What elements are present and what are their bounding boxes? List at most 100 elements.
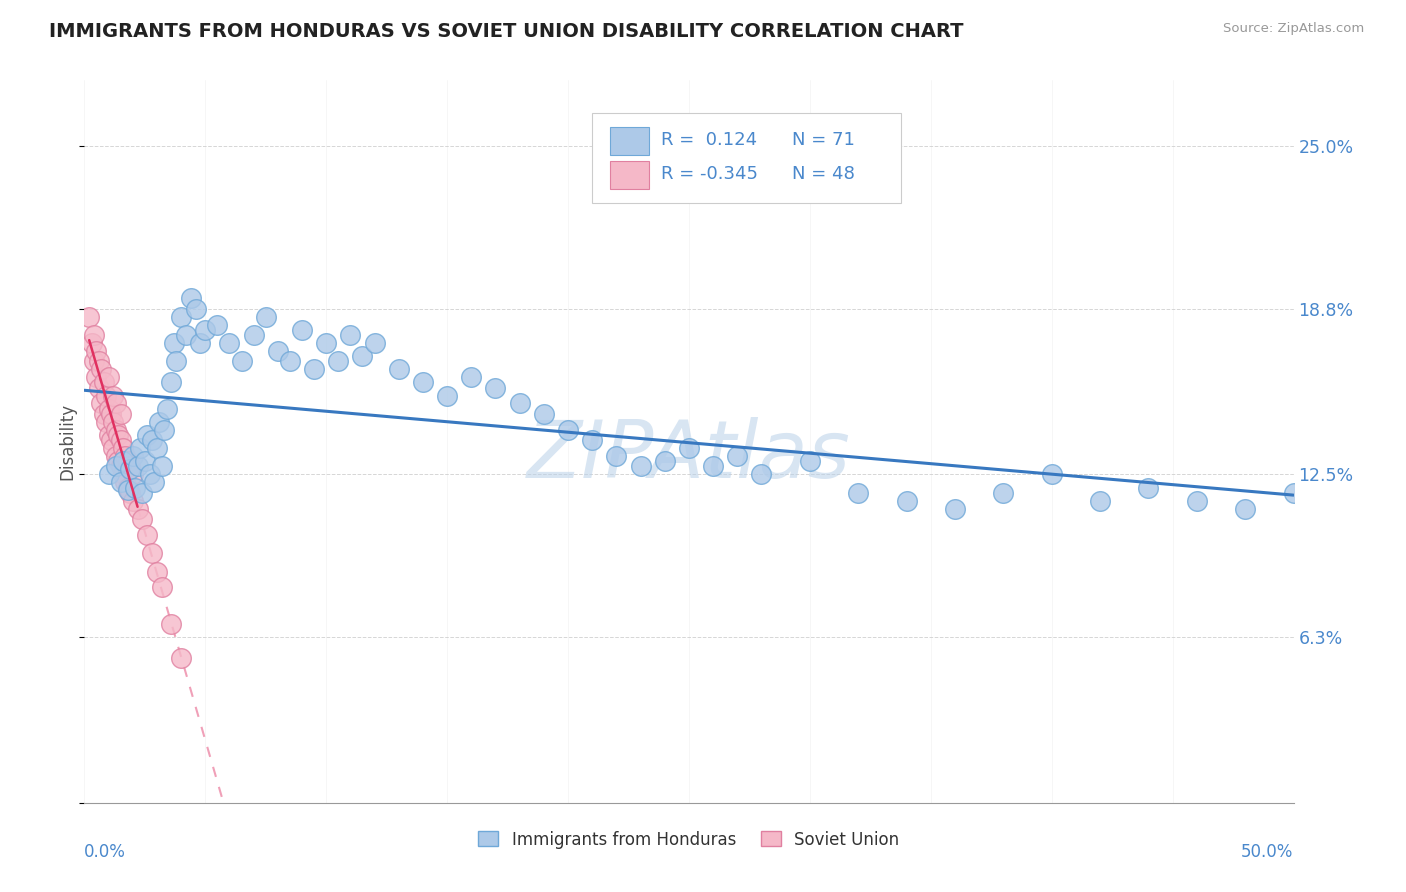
Point (412, 376, 434, 390)
Point (93, 376, 115, 390)
Point (267, 343, 290, 358)
Point (80, 336, 103, 351)
Point (121, 493, 143, 508)
Point (110, 434, 132, 448)
Point (846, 485, 869, 500)
Point (194, 323, 217, 337)
Point (254, 310, 277, 324)
Point (150, 459, 173, 474)
Point (134, 454, 156, 468)
Point (112, 454, 135, 468)
FancyBboxPatch shape (592, 112, 901, 203)
Point (107, 428, 129, 442)
Point (103, 441, 125, 455)
Point (131, 485, 153, 500)
Point (155, 401, 177, 416)
Point (231, 354, 253, 368)
Point (1185, 493, 1208, 508)
Point (138, 467, 160, 482)
Point (993, 485, 1015, 500)
Y-axis label: Disability: Disability (59, 403, 77, 480)
Point (242, 328, 264, 343)
Point (799, 454, 821, 468)
Point (328, 354, 350, 368)
Point (581, 434, 603, 448)
Point (218, 336, 240, 351)
Point (302, 362, 325, 376)
Point (120, 485, 142, 500)
Point (86, 343, 108, 358)
Point (141, 434, 163, 448)
Text: IMMIGRANTS FROM HONDURAS VS SOVIET UNION DISABILITY CORRELATION CHART: IMMIGRANTS FROM HONDURAS VS SOVIET UNION… (49, 22, 963, 41)
Point (120, 459, 142, 474)
Point (136, 528, 159, 542)
Point (207, 318, 229, 332)
Point (557, 423, 579, 437)
Bar (610, 161, 650, 189)
Point (110, 475, 132, 490)
Point (896, 493, 918, 508)
Point (339, 328, 361, 343)
Point (97, 401, 120, 416)
Point (104, 423, 127, 437)
Point (114, 449, 136, 463)
Point (104, 396, 127, 410)
Point (117, 454, 139, 468)
Point (90, 362, 112, 376)
Text: R =  0.124: R = 0.124 (661, 131, 758, 149)
Point (943, 501, 966, 516)
Point (190, 336, 212, 351)
Point (630, 459, 652, 474)
Point (121, 467, 143, 482)
Point (104, 459, 127, 474)
Point (146, 565, 169, 579)
Point (86, 370, 108, 384)
Point (352, 349, 374, 363)
Point (110, 407, 132, 421)
Point (163, 336, 186, 351)
Point (605, 449, 627, 463)
Point (170, 310, 193, 324)
Point (114, 475, 136, 490)
Point (1088, 493, 1111, 508)
Point (291, 323, 314, 337)
Point (509, 396, 531, 410)
Point (83, 354, 105, 368)
Point (127, 501, 149, 516)
Point (153, 423, 176, 437)
Point (124, 481, 146, 495)
Bar (610, 128, 650, 154)
Point (533, 407, 555, 421)
Text: N = 48: N = 48 (792, 165, 855, 183)
Point (129, 441, 152, 455)
Point (460, 370, 482, 384)
Point (83, 328, 105, 343)
Point (388, 362, 411, 376)
Point (100, 434, 122, 448)
Point (87, 381, 110, 395)
Point (107, 454, 129, 468)
Point (97, 467, 120, 482)
Point (160, 376, 183, 390)
Point (90, 396, 112, 410)
Point (110, 459, 132, 474)
Text: 0.0%: 0.0% (84, 843, 127, 861)
Point (94, 415, 117, 429)
Point (1137, 481, 1160, 495)
Point (143, 475, 166, 490)
Point (278, 354, 301, 368)
Point (1282, 485, 1305, 500)
Point (117, 483, 139, 497)
Point (184, 301, 207, 316)
Point (97, 370, 120, 384)
Point (146, 441, 169, 455)
Point (120, 462, 142, 476)
Point (103, 415, 125, 429)
Point (112, 467, 135, 482)
Point (87, 354, 110, 368)
Point (702, 459, 724, 474)
Point (436, 388, 458, 402)
Point (94, 388, 117, 402)
Point (160, 617, 183, 632)
Point (174, 328, 197, 343)
